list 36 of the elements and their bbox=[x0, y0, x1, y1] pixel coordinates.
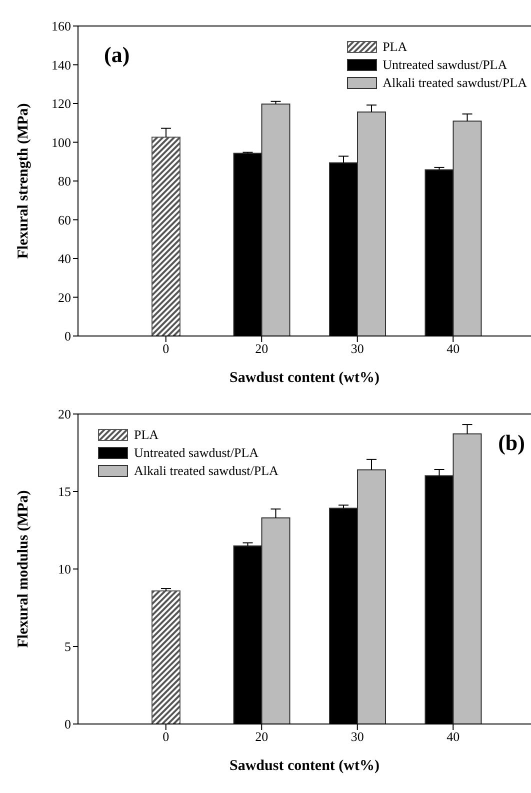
y-tick-label: 10 bbox=[58, 562, 71, 577]
y-tick-label: 40 bbox=[58, 251, 71, 266]
y-tick-label: 5 bbox=[64, 639, 71, 654]
x-axis-title: Sawdust content (wt%) bbox=[230, 758, 380, 774]
y-tick-label: 20 bbox=[58, 406, 71, 422]
x-tick-label: 20 bbox=[255, 729, 268, 744]
bar bbox=[152, 136, 180, 336]
legend-label: PLA bbox=[382, 38, 408, 56]
y-tick-label: 120 bbox=[52, 96, 71, 112]
legend-label: Untreated sawdust/PLA bbox=[382, 56, 508, 74]
y-tick-label: 0 bbox=[64, 716, 71, 732]
y-axis-title: Flexural modulus (MPa) bbox=[15, 490, 32, 648]
legend-label: Alkali treated sawdust/PLA bbox=[382, 74, 527, 92]
x-tick-label: 0 bbox=[162, 729, 170, 744]
legend-label: Untreated sawdust/PLA bbox=[134, 444, 259, 462]
y-tick-label: 60 bbox=[58, 212, 71, 228]
y-tick-label: 80 bbox=[58, 174, 71, 189]
x-tick-label: 20 bbox=[255, 341, 268, 356]
y-tick-label: 140 bbox=[52, 57, 71, 72]
x-tick-label: 30 bbox=[350, 729, 364, 744]
annotation: (a) bbox=[104, 42, 130, 68]
y-tick-label: 20 bbox=[58, 290, 71, 305]
y-axis-title: Flexural strength (MPa) bbox=[15, 103, 32, 259]
bar bbox=[152, 590, 180, 724]
legend-label: Alkali treated sawdust/PLA bbox=[134, 462, 278, 480]
x-axis-title: Sawdust content (wt%) bbox=[230, 370, 380, 386]
x-tick-label: 0 bbox=[162, 341, 170, 356]
y-tick-label: 160 bbox=[52, 18, 71, 34]
y-tick-label: 0 bbox=[64, 328, 71, 344]
y-tick-label: 15 bbox=[58, 484, 71, 500]
legend-label: PLA bbox=[134, 426, 159, 444]
x-tick-label: 40 bbox=[446, 729, 460, 744]
x-tick-label: 40 bbox=[446, 341, 460, 356]
x-tick-label: 30 bbox=[350, 341, 364, 356]
annotation: (b) bbox=[498, 430, 525, 456]
y-tick-label: 100 bbox=[52, 134, 71, 150]
